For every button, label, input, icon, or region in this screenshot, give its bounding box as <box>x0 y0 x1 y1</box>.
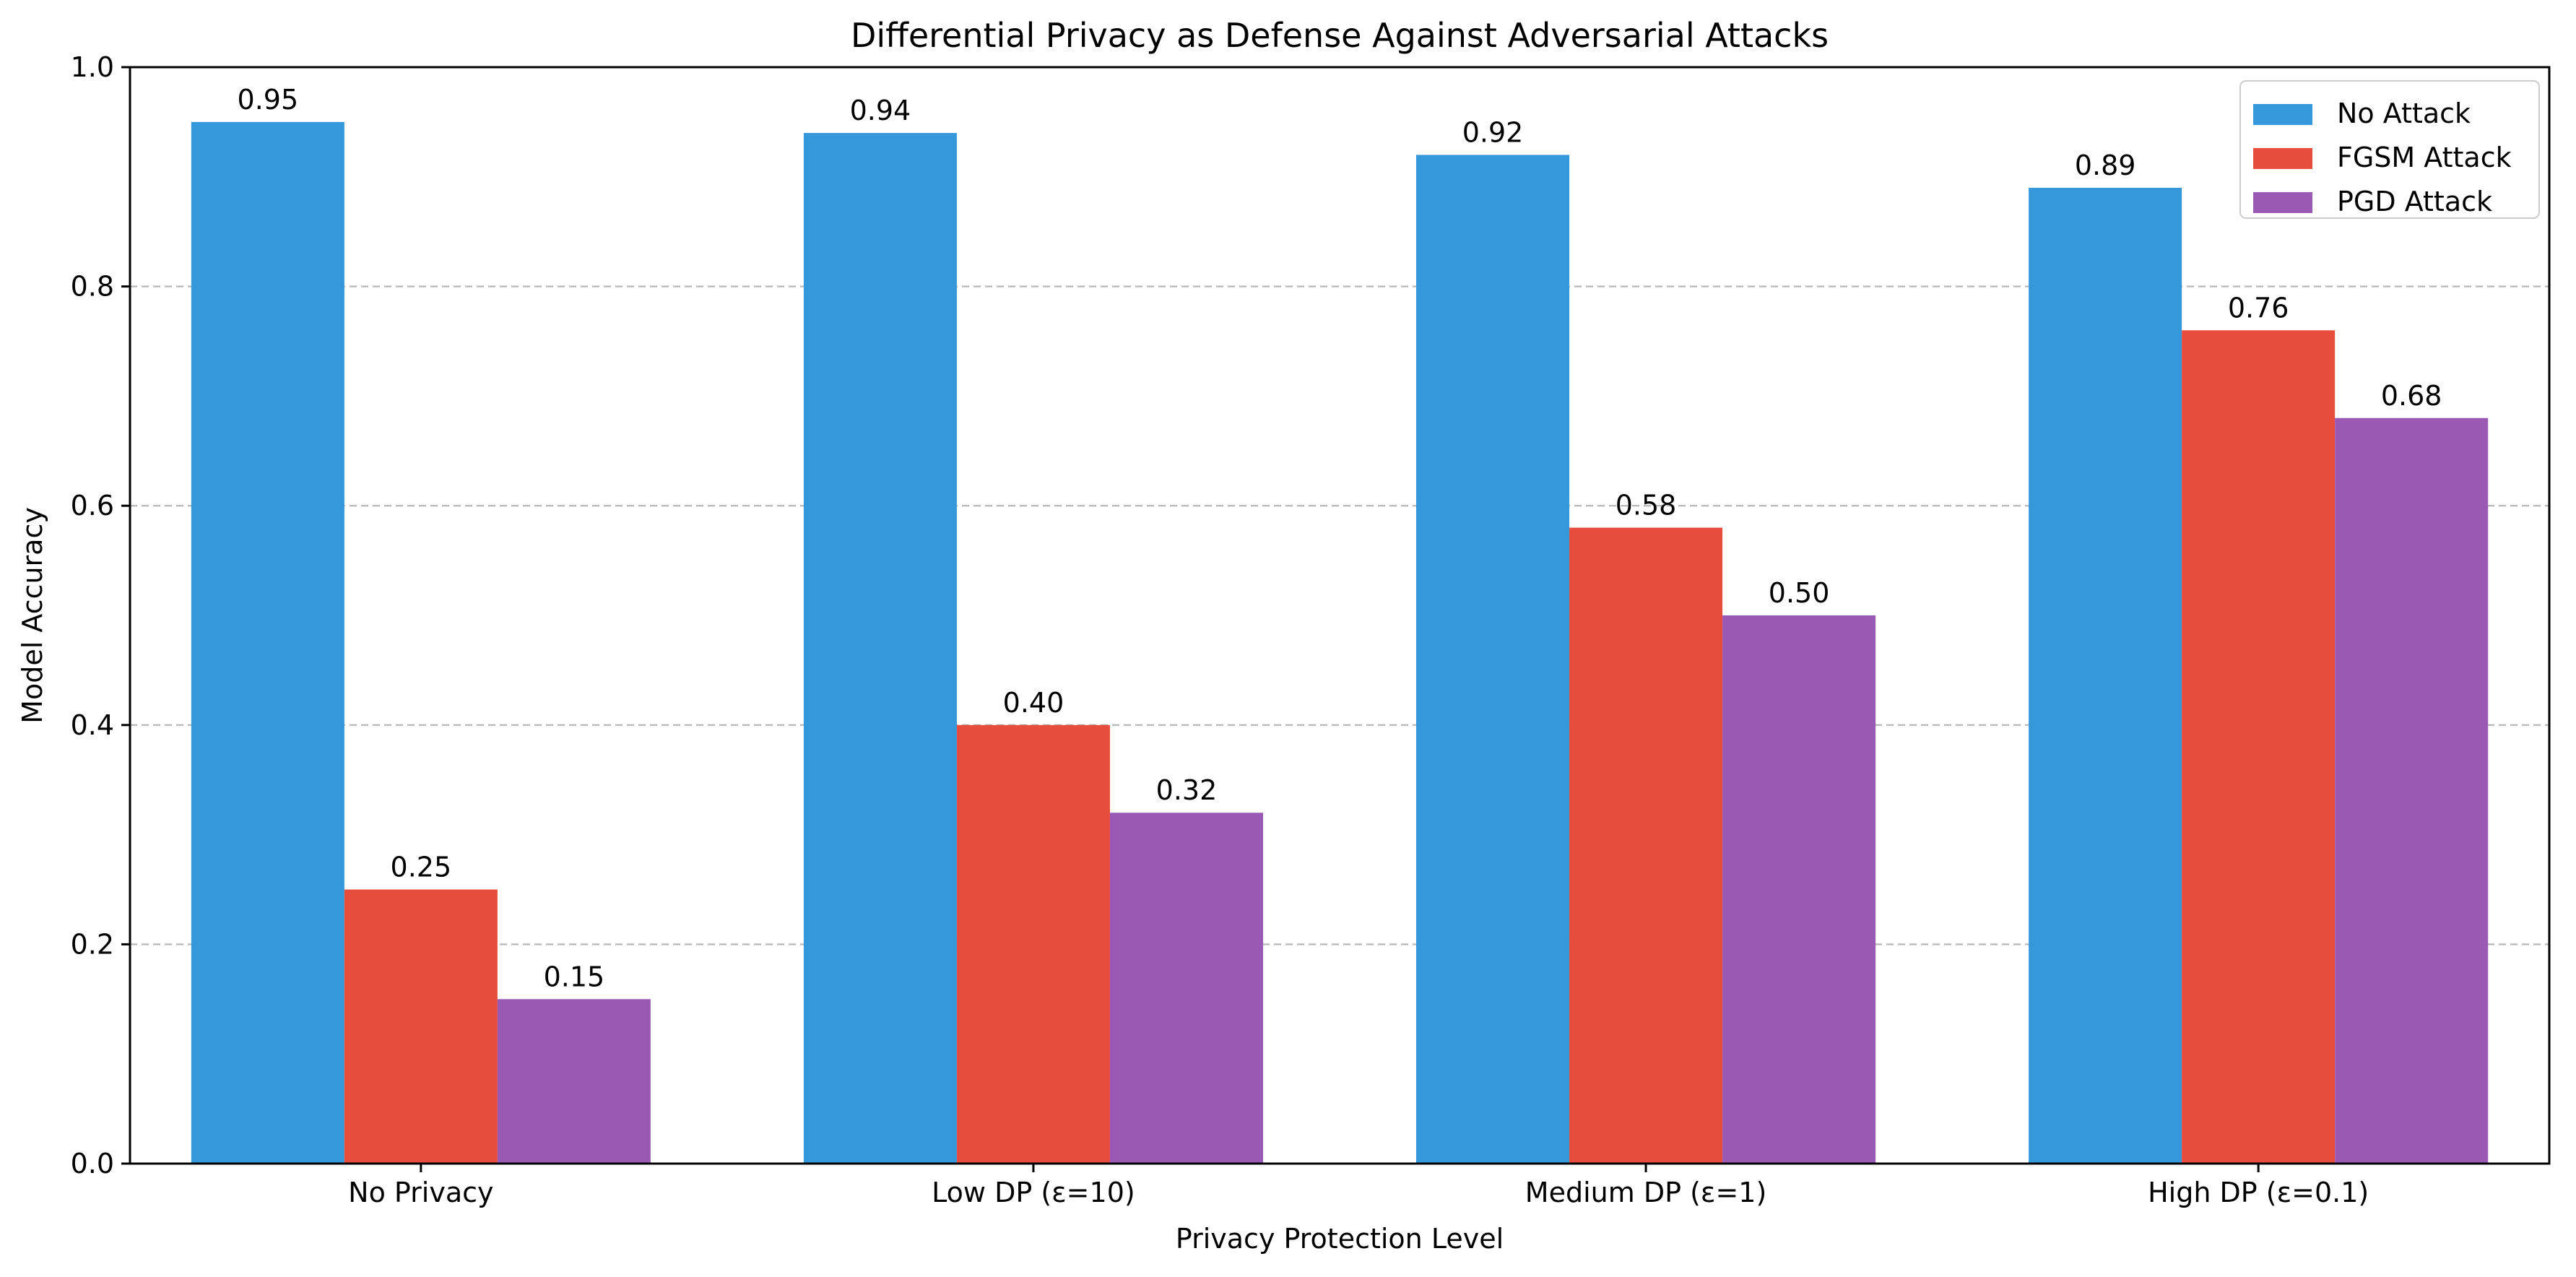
data-label: 0.50 <box>1769 577 1830 609</box>
bar <box>497 999 651 1164</box>
data-label: 0.94 <box>850 95 911 126</box>
data-label: 0.68 <box>2381 380 2442 412</box>
bar <box>344 889 498 1164</box>
legend-swatch <box>2253 148 2312 169</box>
y-tick-label: 0.2 <box>71 928 114 960</box>
legend-swatch <box>2253 104 2312 125</box>
chart-title: Differential Privacy as Defense Against … <box>851 16 1829 55</box>
data-labels: 0.95 0.94 0.92 0.89 0.25 0.40 0.58 0.76 0.15 0.32… <box>238 84 2442 992</box>
bar <box>2029 187 2182 1164</box>
plot-frame <box>129 66 2551 1165</box>
legend-label: FGSM Attack <box>2337 142 2512 173</box>
legend-label: PGD Attack <box>2337 186 2492 217</box>
x-axis: No Privacy Low DP (ε=10) Medium DP (ε=1) Hi… <box>348 1164 2369 1208</box>
x-tick-label: No Privacy <box>348 1177 493 1208</box>
y-tick-label: 0.4 <box>71 709 114 741</box>
bar <box>2335 417 2489 1164</box>
x-axis-title: Privacy Protection Level <box>1176 1223 1504 1255</box>
y-tick-label: 0.0 <box>71 1148 114 1179</box>
data-label: 0.58 <box>1616 490 1677 521</box>
y-tick-label: 1.0 <box>71 51 114 83</box>
legend-swatch <box>2253 192 2312 213</box>
bar <box>956 724 1110 1164</box>
data-label: 0.40 <box>1003 687 1064 719</box>
legend: No Attack FGSM Attack PGD Attack <box>2239 80 2540 219</box>
y-axis: 0.0 0.2 0.4 0.6 0.8 1.0 <box>71 51 130 1179</box>
bar <box>803 133 957 1164</box>
y-tick-label: 0.8 <box>71 271 114 303</box>
bar <box>1722 615 1876 1164</box>
y-axis-title: Model Accuracy <box>17 507 48 724</box>
data-label: 0.92 <box>1462 116 1524 148</box>
data-label: 0.15 <box>544 961 605 992</box>
x-tick-label: Low DP (ε=10) <box>932 1177 1135 1208</box>
x-tick-label: High DP (ε=0.1) <box>2148 1177 2369 1208</box>
bar <box>1416 155 1570 1164</box>
bar <box>1109 813 1263 1164</box>
legend-box <box>2239 80 2540 219</box>
data-label: 0.95 <box>238 84 299 116</box>
data-label: 0.89 <box>2075 150 2136 181</box>
data-label: 0.32 <box>1156 774 1218 806</box>
y-tick-label: 0.6 <box>71 490 114 521</box>
bar <box>191 121 344 1164</box>
legend-label: No Attack <box>2337 98 2471 129</box>
data-label: 0.76 <box>2228 292 2289 324</box>
bar <box>2182 330 2336 1164</box>
data-label: 0.25 <box>391 852 452 883</box>
x-tick-label: Medium DP (ε=1) <box>1525 1177 1767 1208</box>
bars <box>191 121 2489 1164</box>
bar <box>1569 527 1723 1164</box>
